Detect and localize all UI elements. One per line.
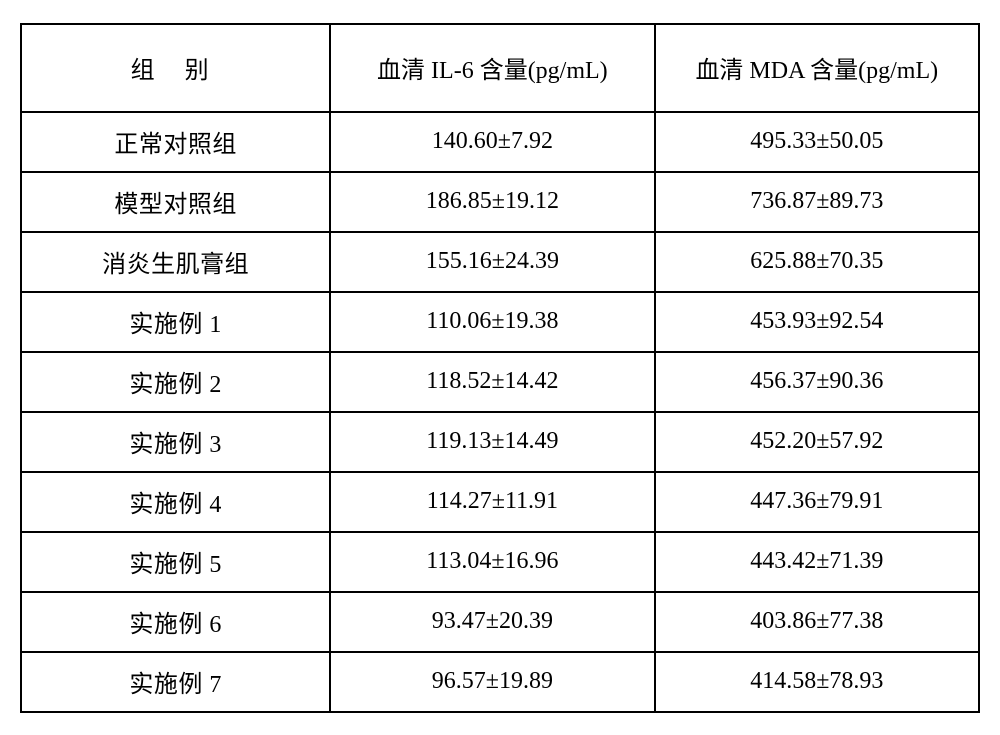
cell-il6: 113.04±16.96 (330, 532, 654, 592)
col-header-il6: 血清 IL-6 含量(pg/mL) (330, 24, 654, 112)
cell-group: 模型对照组 (21, 172, 330, 232)
cell-group: 消炎生肌膏组 (21, 232, 330, 292)
cell-il6: 93.47±20.39 (330, 592, 654, 652)
cell-il6: 186.85±19.12 (330, 172, 654, 232)
cell-mda: 495.33±50.05 (655, 112, 979, 172)
cell-il6: 119.13±14.49 (330, 412, 654, 472)
cell-mda: 443.42±71.39 (655, 532, 979, 592)
table-row: 实施例 7 96.57±19.89 414.58±78.93 (21, 652, 979, 712)
cell-group: 实施例 7 (21, 652, 330, 712)
cell-mda: 625.88±70.35 (655, 232, 979, 292)
cell-mda: 452.20±57.92 (655, 412, 979, 472)
cell-group: 实施例 1 (21, 292, 330, 352)
cell-il6: 96.57±19.89 (330, 652, 654, 712)
cell-group: 正常对照组 (21, 112, 330, 172)
table-row: 模型对照组 186.85±19.12 736.87±89.73 (21, 172, 979, 232)
cell-il6: 118.52±14.42 (330, 352, 654, 412)
cell-group: 实施例 6 (21, 592, 330, 652)
col-header-mda: 血清 MDA 含量(pg/mL) (655, 24, 979, 112)
table-row: 实施例 4 114.27±11.91 447.36±79.91 (21, 472, 979, 532)
col-header-group-label: 组 别 (131, 58, 221, 84)
cell-mda: 447.36±79.91 (655, 472, 979, 532)
table-row: 正常对照组 140.60±7.92 495.33±50.05 (21, 112, 979, 172)
table-row: 实施例 2 118.52±14.42 456.37±90.36 (21, 352, 979, 412)
cell-group: 实施例 4 (21, 472, 330, 532)
cell-mda: 403.86±77.38 (655, 592, 979, 652)
table-row: 实施例 3 119.13±14.49 452.20±57.92 (21, 412, 979, 472)
table-row: 消炎生肌膏组 155.16±24.39 625.88±70.35 (21, 232, 979, 292)
cell-mda: 414.58±78.93 (655, 652, 979, 712)
cell-il6: 110.06±19.38 (330, 292, 654, 352)
cell-mda: 736.87±89.73 (655, 172, 979, 232)
cell-group: 实施例 5 (21, 532, 330, 592)
col-header-group: 组 别 (21, 24, 330, 112)
cell-group: 实施例 3 (21, 412, 330, 472)
table-row: 实施例 6 93.47±20.39 403.86±77.38 (21, 592, 979, 652)
cell-group: 实施例 2 (21, 352, 330, 412)
cell-mda: 453.93±92.54 (655, 292, 979, 352)
cell-il6: 155.16±24.39 (330, 232, 654, 292)
table-row: 实施例 1 110.06±19.38 453.93±92.54 (21, 292, 979, 352)
cell-il6: 140.60±7.92 (330, 112, 654, 172)
cell-il6: 114.27±11.91 (330, 472, 654, 532)
table-header-row: 组 别 血清 IL-6 含量(pg/mL) 血清 MDA 含量(pg/mL) (21, 24, 979, 112)
cell-mda: 456.37±90.36 (655, 352, 979, 412)
table-row: 实施例 5 113.04±16.96 443.42±71.39 (21, 532, 979, 592)
data-table: 组 别 血清 IL-6 含量(pg/mL) 血清 MDA 含量(pg/mL) 正… (20, 23, 980, 713)
